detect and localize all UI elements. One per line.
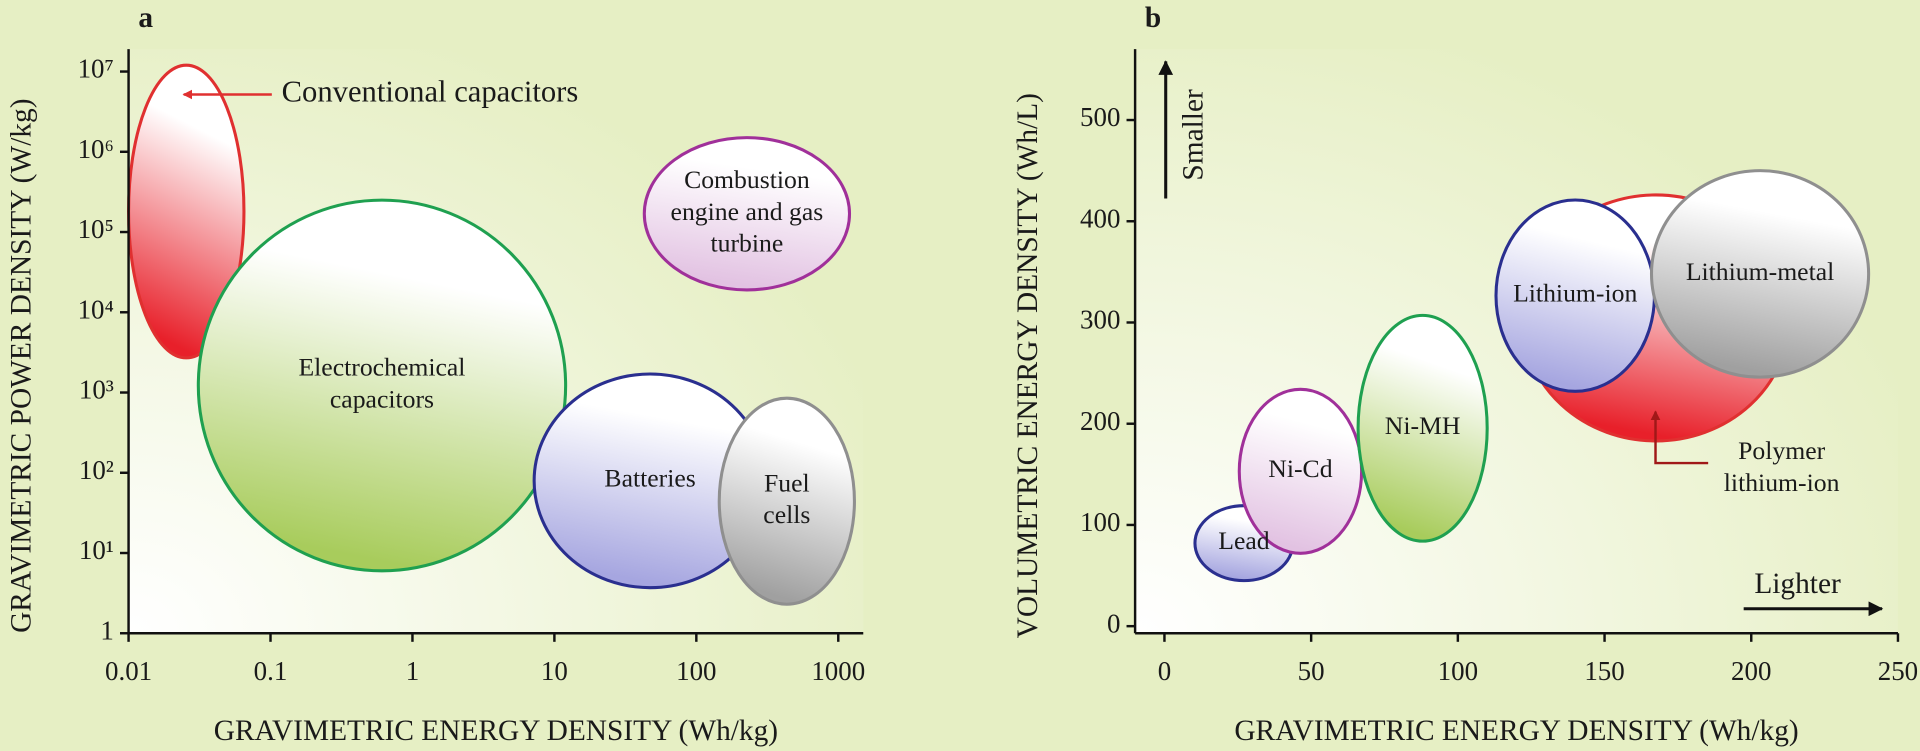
y-axis-title: VOLUMETRIC ENERGY DENSITY (Wh/L) <box>1012 93 1044 638</box>
y-axis-title: GRAVIMETRIC POWER DENSITY (W/kg) <box>6 98 38 632</box>
region-label: Conventional capacitors <box>282 75 579 109</box>
x-tick-label: 0.1 <box>254 656 288 686</box>
region-label: Ni-MH <box>1385 411 1461 440</box>
x-tick-label: 50 <box>1298 656 1325 686</box>
x-tick-label: 1000 <box>811 656 865 686</box>
region-label: Combustion engine and gas turbine <box>671 165 824 258</box>
region <box>196 198 568 573</box>
y-tick-label: 10⁷ <box>78 54 114 84</box>
label-arrow <box>1650 410 1709 465</box>
y-tick-label: 0 <box>1107 608 1120 638</box>
panel-label: b <box>1145 2 1161 34</box>
y-tick-label: 300 <box>1080 305 1120 335</box>
x-tick-label: 100 <box>1438 656 1478 686</box>
annotation: Smaller <box>1177 89 1209 181</box>
y-tick-label: 10³ <box>79 375 114 405</box>
annotation: Lighter <box>1754 568 1841 600</box>
x-tick-label: 10 <box>541 656 568 686</box>
x-tick-label: 200 <box>1731 656 1771 686</box>
y-tick-label: 400 <box>1080 203 1120 233</box>
x-tick-label: 1 <box>406 656 419 686</box>
region-label: Lithium-ion <box>1513 279 1637 308</box>
y-tick-label: 500 <box>1080 102 1120 132</box>
x-axis-title: GRAVIMETRIC ENERGY DENSITY (Wh/kg) <box>1234 715 1798 747</box>
region <box>717 396 856 606</box>
y-tick-label: 100 <box>1080 507 1120 537</box>
x-tick-label: 150 <box>1584 656 1624 686</box>
x-axis-title: GRAVIMETRIC ENERGY DENSITY (Wh/kg) <box>214 715 778 747</box>
region <box>1649 169 1871 379</box>
y-tick-label: 10⁵ <box>78 214 114 244</box>
x-tick-label: 250 <box>1878 656 1918 686</box>
region-label: Batteries <box>604 464 695 493</box>
x-tick-label: 0.01 <box>105 656 152 686</box>
region-label: Fuel cells <box>763 468 810 529</box>
x-tick-label: 0 <box>1158 656 1171 686</box>
region <box>1356 313 1489 543</box>
region-label: Ni-Cd <box>1268 454 1332 483</box>
region-label: Lead <box>1218 526 1270 555</box>
y-tick-label: 10⁴ <box>78 294 114 324</box>
y-tick-label: 200 <box>1080 406 1120 436</box>
region-label: Polymer lithium-ion <box>1724 436 1840 497</box>
region-label: Lithium-metal <box>1686 257 1834 286</box>
y-tick-label: 10⁶ <box>78 134 114 164</box>
region <box>642 136 852 292</box>
region-label: Electrochemical capacitors <box>298 352 465 413</box>
x-tick-label: 100 <box>676 656 716 686</box>
y-tick-label: 10² <box>79 455 114 485</box>
panel-label: a <box>138 2 153 34</box>
y-tick-label: 10¹ <box>79 535 114 565</box>
y-tick-label: 1 <box>100 615 113 645</box>
